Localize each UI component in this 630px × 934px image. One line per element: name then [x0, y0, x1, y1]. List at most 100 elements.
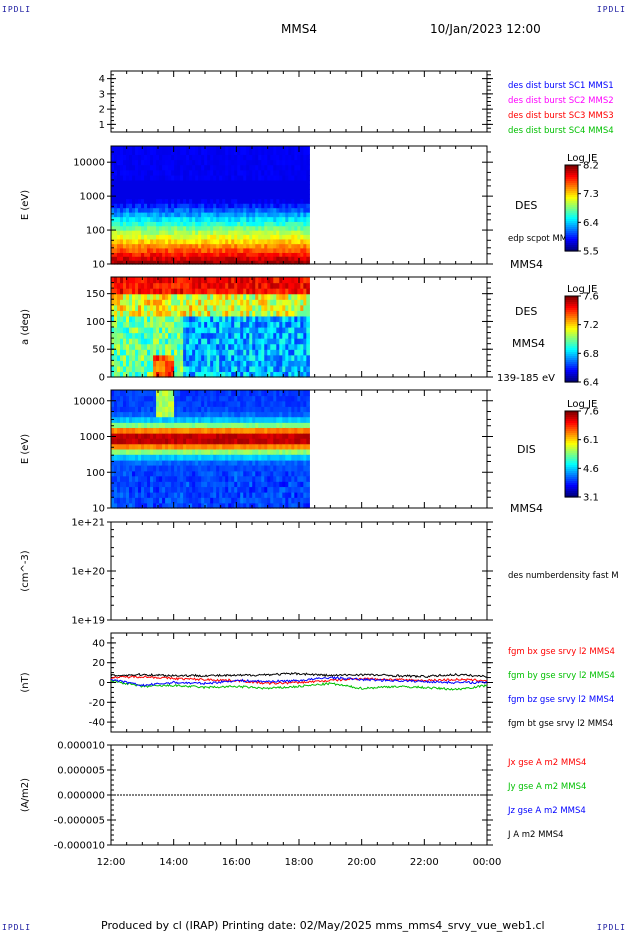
des-pitch-panel-time-ticks: [110, 277, 488, 377]
dis-energy-panel-ytick-label: 10000: [73, 396, 105, 407]
bfield-panel-ytick-label: 20: [92, 658, 105, 669]
des-pitch-panel-minor-ticks: [111, 276, 491, 378]
des-energy-colorbar-tick-label: 6.4: [583, 218, 599, 229]
density-panel-frame: [110, 521, 488, 621]
bfield-series-line: [110, 672, 488, 679]
des-pitch-panel-ytick-label: 100: [86, 317, 105, 328]
current-legend-entry: J A m2 MMS4: [507, 830, 564, 840]
des-pitch-panel-ytick-label: 0: [99, 373, 105, 384]
des-energy-panel-minor-ticks: [111, 151, 491, 255]
des-energy-panel-ytick-label: 10: [92, 260, 105, 271]
des-pitch-sc-label: MMS4: [512, 337, 545, 350]
dis-energy-sc-label: MMS4: [510, 502, 543, 515]
flags-legend-entry: des dist burst SC4 MMS4: [508, 126, 614, 136]
date-title: 10/Jan/2023 12:00: [430, 22, 541, 36]
density-panel-ytick-label: 1e+19: [71, 616, 105, 627]
bfield-legend-entry: fgm bz gse srvy l2 MMS4: [508, 695, 614, 705]
des-energy-instrument-label: DES: [515, 199, 537, 212]
bfield-legend-entry: fgm bx gse srvy l2 MMS4: [508, 647, 615, 657]
flags-panel-ytick-label: 1: [99, 120, 105, 131]
flags-panel-time-ticks: [110, 71, 488, 132]
des-energy-panel-ylabel: E (eV): [20, 190, 31, 220]
flags-panel-ytick-label: 2: [99, 105, 105, 116]
dis-energy-panel-time-ticks: [110, 390, 488, 508]
time-tick-label: 22:00: [410, 857, 439, 868]
dis-energy-panel-ylabel: E (eV): [20, 434, 31, 464]
current-legend-entry: Jy gse A m2 MMS4: [507, 782, 586, 792]
flags-legend-entry: des dist burst SC1 MMS1: [508, 81, 614, 91]
time-tick-label: 14:00: [159, 857, 188, 868]
current-panel-ytick-label: -0.000005: [54, 816, 105, 827]
bfield-panel-ytick-label: -20: [89, 698, 105, 709]
flags-legend-entry: des dist burst SC3 MMS3: [508, 111, 614, 121]
bfield-panel-ytick-label: -40: [89, 718, 105, 729]
density-panel-ytick-label: 1e+21: [71, 518, 105, 529]
bfield-panel-ytick-label: 0: [99, 678, 105, 689]
flags-panel-ytick-label: 3: [99, 89, 105, 100]
footer-credit: Produced by cl (IRAP) Printing date: 02/…: [101, 919, 545, 932]
current-legend-entry: Jx gse A m2 MMS4: [507, 758, 586, 768]
bfield-panel-ylabel: (nT): [20, 672, 31, 692]
des-energy-heatmap: [111, 146, 310, 265]
time-tick-label: 20:00: [347, 857, 376, 868]
des-pitch-instrument-label: DES: [515, 305, 537, 318]
des-pitch-colorbar-frame: [564, 295, 579, 383]
dis-energy-panel-ytick-label: 100: [86, 468, 105, 479]
density-panel-ylabel: (cm^-3): [20, 550, 31, 591]
des-pitch-heatmap: [111, 277, 310, 378]
time-tick-label: 00:00: [473, 857, 502, 868]
dis-energy-panel-ytick-label: 10: [92, 504, 105, 515]
density-legend-entry: des numberdensity fast M: [508, 571, 619, 581]
dis-energy-heatmap: [111, 390, 310, 509]
dis-energy-panel-minor-ticks: [111, 389, 491, 498]
des-pitch-colorbar-tick-label: 7.6: [583, 292, 599, 303]
des-energy-colorbar-title: Log JE: [567, 153, 597, 164]
current-panel-ytick-label: -0.000010: [54, 841, 105, 852]
des-pitch-colorbar-title: Log JE: [567, 284, 597, 295]
dis-energy-colorbar-tick-label: 4.6: [583, 464, 599, 475]
corner-label-top-right: IPDLI: [596, 5, 626, 14]
dis-energy-colorbar-tick-label: 6.1: [583, 435, 599, 446]
density-panel-ytick-label: 1e+20: [71, 567, 105, 578]
des-pitch-panel-ylabel: a (deg): [20, 309, 31, 345]
des-energy-panel-ytick-label: 100: [86, 226, 105, 237]
des-pitch-energy-band: 139-185 eV: [497, 373, 555, 384]
density-panel-minor-ticks: [111, 529, 491, 606]
corner-label-top-left: IPDLI: [2, 5, 32, 14]
time-tick-label: 18:00: [285, 857, 314, 868]
dis-energy-colorbar-frame: [564, 410, 579, 498]
des-energy-colorbar-tick-label: 5.5: [583, 247, 599, 258]
des-pitch-colorbar-tick-label: 6.8: [583, 349, 599, 360]
des-energy-panel-ytick-label: 10000: [73, 158, 105, 169]
flags-legend-entry: des dist burst SC2 MMS2: [508, 96, 614, 106]
des-pitch-colorbar-tick-label: 6.4: [583, 378, 599, 389]
des-energy-colorbar-tick-label: 7.3: [583, 189, 599, 200]
bfield-series-line: [110, 675, 488, 687]
des-energy-colorbar-frame: [564, 164, 579, 252]
des-energy-panel-time-ticks: [110, 146, 488, 264]
dis-energy-instrument-label: DIS: [517, 443, 536, 456]
current-legend-entry: Jz gse A m2 MMS4: [507, 806, 586, 816]
bfield-legend-entry: fgm by gse srvy l2 MMS4: [508, 671, 615, 681]
current-panel-ytick-label: 0.000005: [57, 766, 105, 777]
current-panel-ylabel: (A/m2): [20, 778, 31, 812]
bfield-series-line: [110, 679, 488, 691]
dis-energy-colorbar-tick-label: 3.1: [583, 493, 599, 504]
time-tick-label: 16:00: [222, 857, 251, 868]
flags-panel-minor-ticks: [111, 70, 491, 133]
spacecraft-title: MMS4: [281, 22, 317, 36]
flags-panel-ytick-label: 4: [99, 74, 105, 85]
corner-label-bottom-left: IPDLI: [2, 923, 32, 932]
des-energy-panel-ytick-label: 1000: [80, 192, 105, 203]
des-pitch-panel-ytick-label: 50: [92, 345, 105, 356]
dis-energy-colorbar-title: Log JE: [567, 399, 597, 410]
time-tick-label: 12:00: [97, 857, 126, 868]
dis-energy-colorbar: [565, 411, 578, 498]
des-pitch-panel-ytick-label: 150: [86, 289, 105, 300]
density-panel-time-ticks: [110, 522, 488, 620]
bfield-legend-entry: fgm bt gse srvy l2 MMS4: [508, 719, 613, 729]
current-panel-ytick-label: 0.000000: [57, 791, 105, 802]
des-energy-sc-label: MMS4: [510, 258, 543, 271]
current-panel-ytick-label: 0.000010: [57, 741, 105, 752]
